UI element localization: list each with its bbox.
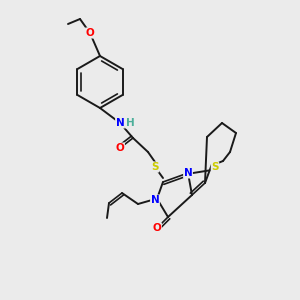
Text: N: N bbox=[116, 118, 124, 128]
Text: S: S bbox=[151, 162, 159, 172]
Text: N: N bbox=[184, 168, 192, 178]
Text: O: O bbox=[153, 223, 161, 233]
Text: N: N bbox=[151, 195, 159, 205]
Text: O: O bbox=[85, 28, 94, 38]
Text: H: H bbox=[126, 118, 134, 128]
Text: O: O bbox=[116, 143, 124, 153]
Text: S: S bbox=[211, 162, 219, 172]
